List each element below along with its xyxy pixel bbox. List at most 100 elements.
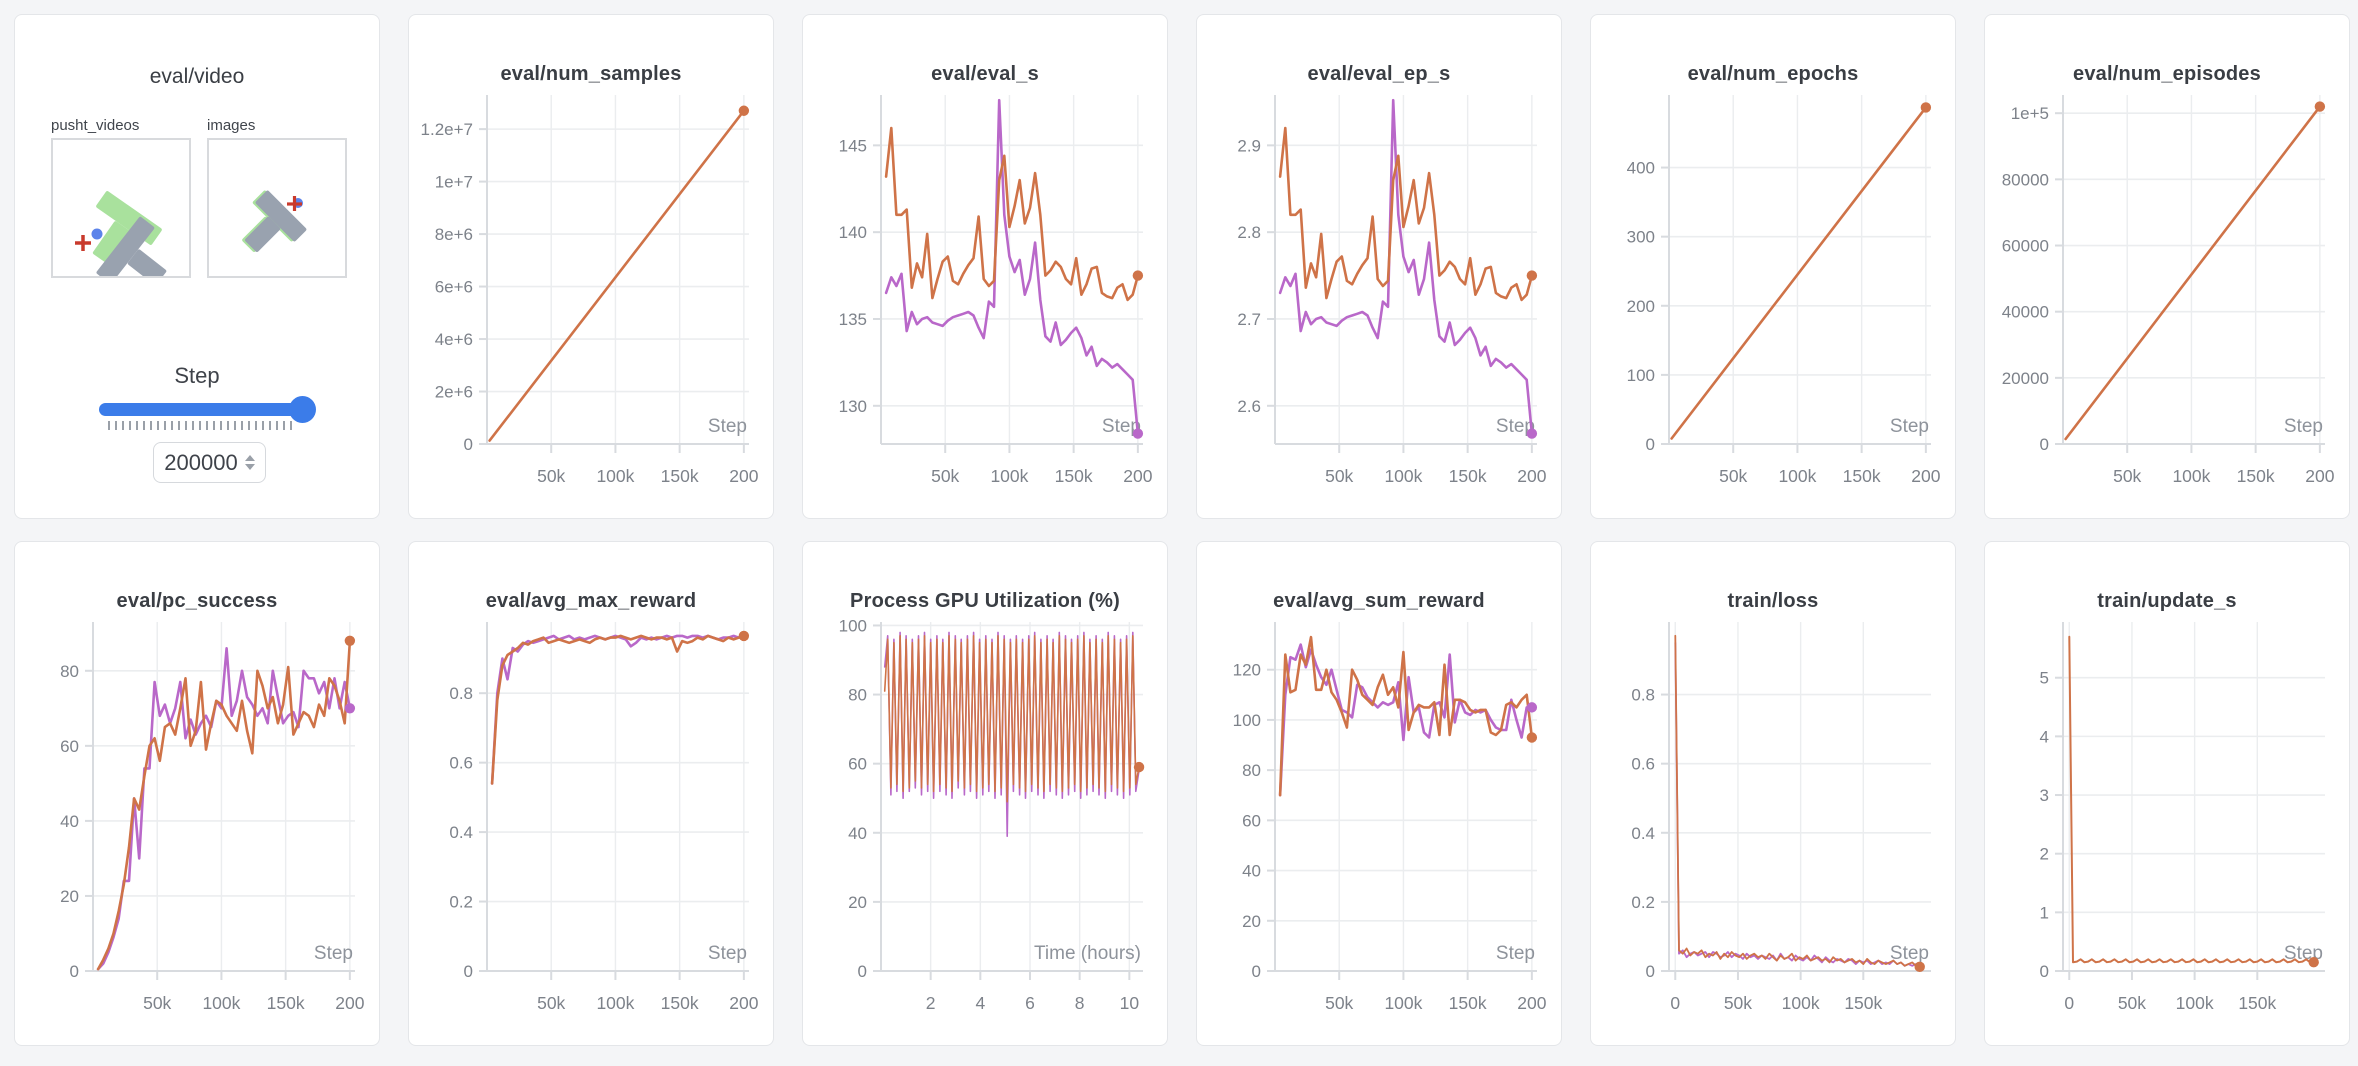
svg-text:0.6: 0.6 (449, 754, 473, 773)
svg-text:135: 135 (839, 310, 867, 329)
svg-text:100k: 100k (2176, 993, 2214, 1013)
step-slider-thumb[interactable] (289, 396, 316, 423)
svg-text:100k: 100k (1782, 993, 1820, 1013)
svg-text:50k: 50k (1325, 466, 1353, 486)
svg-text:2: 2 (926, 993, 936, 1013)
spinner-down-icon[interactable] (244, 464, 255, 470)
series-end-dot-purple (344, 703, 356, 714)
chart-plot[interactable]: 0 100 200 300 400 50k 100k 150k 200 Step (1591, 89, 1955, 504)
svg-text:4: 4 (975, 993, 985, 1013)
svg-text:2e+6: 2e+6 (435, 383, 473, 402)
series-end-dot-purple (1132, 428, 1144, 439)
svg-text:300: 300 (1627, 228, 1655, 247)
svg-text:Step: Step (1496, 943, 1535, 964)
chart-plot[interactable]: 130 135 140 145 50k 100k 150k 200 Step (803, 89, 1167, 504)
chart-panel-eval-pc-success: eval/pc_success 0 20 40 60 80 50k 100k 150k 200 St… (14, 541, 380, 1046)
series-line-orange (1670, 106, 1928, 440)
series-line-orange (488, 109, 746, 442)
svg-text:6e+6: 6e+6 (435, 278, 473, 297)
svg-text:50k: 50k (537, 993, 565, 1013)
chart-plot[interactable]: 0 20 40 60 80 100 2 4 6 8 10 Time (hours) (803, 616, 1167, 1031)
svg-text:80: 80 (1242, 761, 1261, 780)
pusht-video-thumbnail[interactable] (51, 138, 191, 285)
goal-cross-icon (287, 196, 302, 211)
svg-text:100k: 100k (990, 466, 1028, 486)
svg-text:100k: 100k (1384, 993, 1422, 1013)
svg-text:0.4: 0.4 (449, 823, 473, 842)
step-spinner[interactable] (244, 455, 255, 470)
svg-text:50k: 50k (931, 466, 959, 486)
images-thumbnail[interactable] (207, 138, 347, 278)
chart-title: eval/avg_max_reward (485, 590, 697, 612)
chart-plot[interactable]: 2.6 2.7 2.8 2.9 50k 100k 150k 200 Step (1197, 89, 1561, 504)
svg-text:1.2e+7: 1.2e+7 (421, 120, 473, 139)
svg-text:2.6: 2.6 (1237, 397, 1261, 416)
series-end-dot-orange (1133, 761, 1145, 773)
svg-text:80: 80 (60, 662, 79, 681)
svg-text:0: 0 (464, 435, 473, 454)
series-end-dot-orange (2308, 957, 2319, 968)
svg-text:5: 5 (2040, 669, 2049, 688)
svg-text:50k: 50k (1719, 466, 1747, 486)
series-line-orange (2068, 635, 2315, 964)
series-end-dot-orange (1526, 270, 1538, 281)
chart-plot[interactable]: 0 20000 40000 60000 80000 1e+5 50k 100k 150k 200 S… (1985, 89, 2349, 504)
svg-text:200: 200 (2305, 466, 2334, 486)
svg-text:200: 200 (1627, 297, 1655, 316)
svg-text:0.8: 0.8 (1631, 686, 1655, 705)
svg-text:60: 60 (1242, 811, 1261, 830)
svg-text:200: 200 (1123, 466, 1152, 486)
chart-plot[interactable]: 0 0.2 0.4 0.6 0.8 0 50k 100k 150k Step (1591, 616, 1955, 1031)
svg-text:100k: 100k (596, 466, 634, 486)
svg-text:150k: 150k (1844, 993, 1882, 1013)
svg-text:150k: 150k (1843, 466, 1881, 486)
svg-text:50k: 50k (537, 466, 565, 486)
chart-plot[interactable]: 0 2e+6 4e+6 6e+6 8e+6 1e+7 1.2e+7 50k 100k 150k 20… (409, 89, 773, 504)
svg-text:40: 40 (60, 812, 79, 831)
svg-text:0: 0 (1670, 993, 1680, 1013)
chart-plot[interactable]: 0 20 40 60 80 100 120 50k 100k 150k 200 Step (1197, 616, 1561, 1031)
svg-text:Step: Step (1890, 943, 1929, 964)
svg-text:50k: 50k (2113, 466, 2141, 486)
pusht-video-frame (75, 191, 167, 285)
svg-text:150k: 150k (267, 993, 305, 1013)
svg-text:150k: 150k (2237, 466, 2275, 486)
svg-text:20000: 20000 (2002, 369, 2049, 388)
svg-text:4e+6: 4e+6 (435, 330, 473, 349)
svg-text:145: 145 (839, 136, 867, 155)
series-line-purple (1674, 641, 1921, 967)
svg-text:1e+5: 1e+5 (2011, 104, 2049, 123)
agent-dot-icon (91, 228, 103, 240)
svg-text:2.9: 2.9 (1237, 136, 1261, 155)
goal-cross-icon (75, 235, 91, 251)
chart-panel-eval-eval-s: eval/eval_s 130 135 140 145 50k 100k 150k 200 Ste… (802, 14, 1168, 519)
svg-text:50k: 50k (1724, 993, 1752, 1013)
series-line-orange (2064, 105, 2322, 441)
chart-title: eval/eval_ep_s (1307, 63, 1451, 85)
svg-text:40: 40 (848, 824, 867, 843)
chart-title: train/update_s (2097, 590, 2237, 612)
svg-text:0: 0 (1646, 962, 1655, 981)
step-slider-ticks (108, 421, 293, 430)
spinner-up-icon[interactable] (244, 455, 255, 461)
svg-text:100k: 100k (2172, 466, 2210, 486)
svg-text:50k: 50k (2118, 993, 2146, 1013)
svg-text:50k: 50k (143, 993, 171, 1013)
step-slider[interactable] (99, 396, 316, 423)
chart-title: eval/num_episodes (2073, 63, 2261, 85)
svg-text:100k: 100k (1778, 466, 1816, 486)
chart-title: eval/num_samples (500, 63, 682, 85)
step-value-input[interactable]: 200000 (153, 442, 266, 483)
svg-text:60: 60 (60, 737, 79, 756)
svg-text:130: 130 (839, 397, 867, 416)
svg-text:0: 0 (2040, 435, 2049, 454)
chart-title: eval/avg_sum_reward (1273, 590, 1485, 612)
chart-plot[interactable]: 0 20 40 60 80 50k 100k 150k 200 Step (15, 616, 379, 1031)
svg-text:200: 200 (729, 993, 758, 1013)
chart-plot[interactable]: 0 0.2 0.4 0.6 0.8 50k 100k 150k 200 Step (409, 616, 773, 1031)
images-frame (242, 190, 307, 252)
svg-text:150k: 150k (1055, 466, 1093, 486)
svg-text:0.4: 0.4 (1631, 824, 1655, 843)
svg-text:0.8: 0.8 (449, 684, 473, 703)
